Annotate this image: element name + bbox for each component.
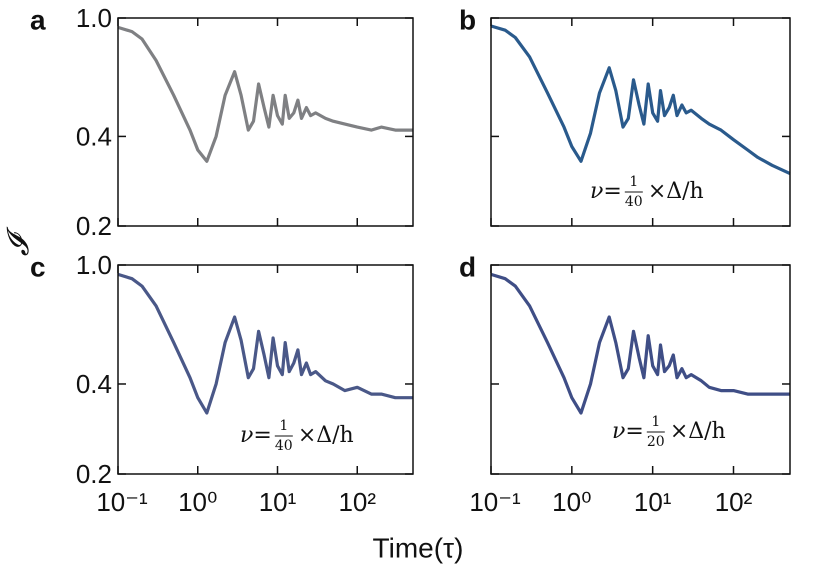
panel: 10⁻¹ 10⁰ 10¹ 10² d ν= 1 20 ×Δ/h xyxy=(459,251,791,517)
annotation-prefix: ν= xyxy=(240,423,272,448)
annotation-denominator: 20 xyxy=(647,434,665,450)
annotation-prefix: ν= xyxy=(612,419,644,444)
data-line xyxy=(117,272,413,415)
x-axis-label: Time(τ) xyxy=(373,532,464,563)
y-tick-label: 0.4 xyxy=(76,369,112,399)
annotation-prefix: ν= xyxy=(590,179,622,204)
x-tick-label: 10² xyxy=(338,487,376,517)
x-tick-label: 10¹ xyxy=(259,487,297,517)
x-tick-label: 10⁻¹ xyxy=(96,487,148,517)
panel-label: c xyxy=(30,251,46,282)
data-line xyxy=(490,272,790,415)
plot-frame xyxy=(490,264,791,475)
annotation-suffix: ×Δ/h xyxy=(648,179,704,204)
annotation-suffix: ×Δ/h xyxy=(670,419,726,444)
y-tick-label: 1.0 xyxy=(76,250,112,280)
plot-frame xyxy=(117,17,414,227)
x-tick-label: 10² xyxy=(715,487,753,517)
panel-label: a xyxy=(30,4,46,35)
y-tick-label: 0.4 xyxy=(76,121,112,151)
x-tick-label: 10⁰ xyxy=(552,487,591,517)
y-tick-label: 0.2 xyxy=(76,211,112,241)
panel: b ν= 1 40 ×Δ/h xyxy=(459,4,791,227)
y-tick-label: 0.2 xyxy=(76,459,112,489)
annotation-denominator: 40 xyxy=(275,438,293,454)
plot-frame xyxy=(117,264,414,475)
annotation-suffix: ×Δ/h xyxy=(298,423,354,448)
data-line xyxy=(117,25,413,163)
x-tick-label: 10¹ xyxy=(634,487,672,517)
panel: 0.2 0.4 1.0 a xyxy=(30,3,414,241)
annotation-numerator: 1 xyxy=(629,174,638,190)
y-tick-label: 1.0 xyxy=(76,3,112,33)
annotation-numerator: 1 xyxy=(279,418,288,434)
annotation-numerator: 1 xyxy=(651,414,660,430)
x-tick-label: 10⁰ xyxy=(178,487,217,517)
plot-frame xyxy=(490,17,791,227)
data-line xyxy=(490,24,791,176)
x-tick-label: 10⁻¹ xyxy=(469,487,521,517)
panel-label: d xyxy=(459,251,476,282)
panel-label: b xyxy=(459,4,476,35)
panel: 10⁻¹ 10⁰ 10¹ 10² 0.2 0.4 1.0 c ν= 1 40 ×Δ/h xyxy=(30,250,414,517)
annotation-denominator: 40 xyxy=(625,194,643,210)
